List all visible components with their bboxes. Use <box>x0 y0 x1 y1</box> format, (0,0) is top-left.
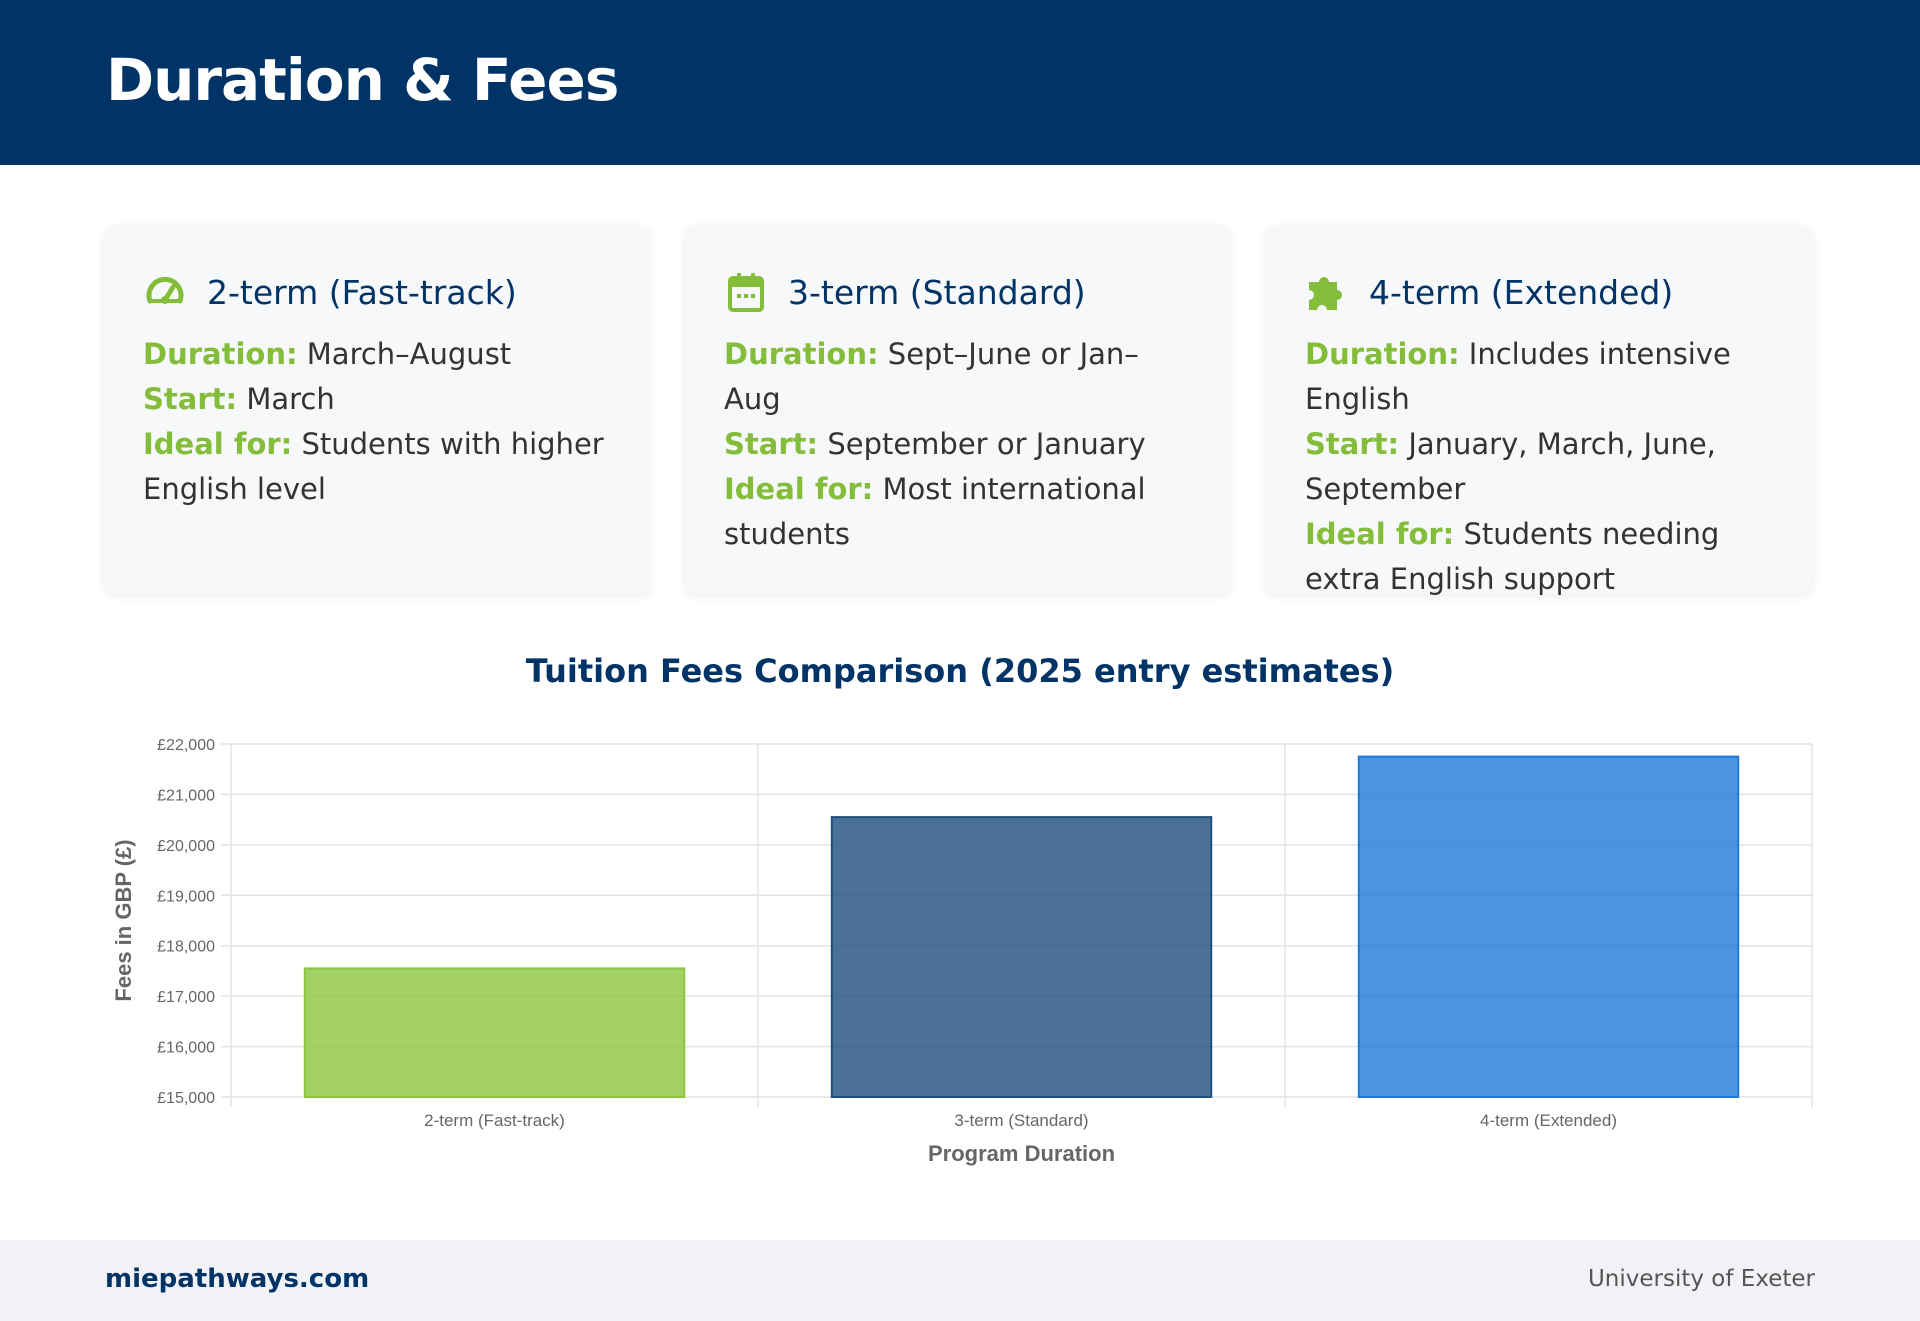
start-value: January, March, June, September <box>1305 427 1716 506</box>
card-info: Duration: March–August Start: March Idea… <box>143 332 614 512</box>
duration-value: Sept–June or Jan–Aug <box>724 337 1139 416</box>
start-line: Start: September or January <box>724 422 1195 467</box>
bar <box>1357 755 1740 1098</box>
footer-university: University of Exeter <box>1587 1266 1815 1292</box>
y-tick-label: £20,000 <box>157 838 215 855</box>
card-title: 4-term (Extended) <box>1369 272 1674 312</box>
speedometer-icon <box>143 270 187 314</box>
x-tick-label: 3-term (Standard) <box>954 1111 1088 1130</box>
duration-value: March–August <box>306 337 512 371</box>
start-label: Start: <box>1305 427 1400 461</box>
duration-label: Duration: <box>1305 337 1460 371</box>
start-line: Start: March <box>143 377 614 422</box>
card-2-term: 2-term (Fast-track) Duration: March–Augu… <box>104 226 650 594</box>
card-title-row: 2-term (Fast-track) <box>143 262 614 322</box>
header-banner: Duration & Fees <box>0 0 1920 165</box>
x-tick-label: 4-term (Extended) <box>1480 1111 1617 1130</box>
page-title: Duration & Fees <box>106 46 619 114</box>
ideal-label: Ideal for: <box>1305 517 1455 551</box>
start-line: Start: January, March, June, September <box>1305 422 1776 512</box>
card-title-row: 3-term (Standard) <box>724 262 1195 322</box>
duration-label: Duration: <box>143 337 298 371</box>
y-tick-label: £17,000 <box>157 989 215 1006</box>
card-3-term: 3-term (Standard) Duration: Sept–June or… <box>685 226 1231 594</box>
duration-line: Duration: March–August <box>143 332 614 377</box>
footer-site-link[interactable]: miepathways.com <box>105 1264 370 1294</box>
puzzle-piece-icon <box>1305 270 1349 314</box>
footer: miepathways.com University of Exeter <box>0 1240 1920 1321</box>
duration-label: Duration: <box>724 337 879 371</box>
fees-bar-chart: £15,000 £16,000 £17,000 £18,000 £19,000 £20,0… <box>111 737 1813 1166</box>
card-title: 3-term (Standard) <box>788 272 1086 312</box>
x-axis-title: Program Duration <box>928 1141 1115 1166</box>
card-title: 2-term (Fast-track) <box>207 272 517 312</box>
ideal-value: Students with higher English level <box>143 427 604 506</box>
ideal-line: Ideal for: Students needing extra Englis… <box>1305 512 1776 602</box>
y-axis-title: Fees in GBP (£) <box>111 839 136 1001</box>
ideal-line: Ideal for: Most international students <box>724 467 1195 557</box>
program-cards: 2-term (Fast-track) Duration: March–Augu… <box>104 226 1816 596</box>
y-tick-label: £22,000 <box>157 737 215 754</box>
card-4-term: 4-term (Extended) Duration: Includes int… <box>1266 226 1812 596</box>
card-title-row: 4-term (Extended) <box>1305 262 1776 322</box>
start-label: Start: <box>143 382 238 416</box>
start-value: March <box>246 382 335 416</box>
calendar-icon <box>724 270 768 314</box>
start-value: September or January <box>827 427 1146 461</box>
duration-value: Includes intensive English <box>1305 337 1731 416</box>
duration-line: Duration: Includes intensive English <box>1305 332 1776 422</box>
y-tick-label: £21,000 <box>157 787 215 804</box>
duration-line: Duration: Sept–June or Jan–Aug <box>724 332 1195 422</box>
chart-title: Tuition Fees Comparison (2025 entry esti… <box>525 652 1395 690</box>
ideal-value: Students needing extra English support <box>1305 517 1720 596</box>
ideal-value: Most international students <box>724 472 1146 551</box>
bar <box>830 816 1213 1098</box>
card-info: Duration: Sept–June or Jan–Aug Start: Se… <box>724 332 1195 557</box>
y-tick-label: £19,000 <box>157 888 215 905</box>
ideal-line: Ideal for: Students with higher English … <box>143 422 614 512</box>
x-tick-label: 2-term (Fast-track) <box>424 1111 565 1130</box>
card-info: Duration: Includes intensive English Sta… <box>1305 332 1776 602</box>
ideal-label: Ideal for: <box>724 472 874 506</box>
y-tick-label: £16,000 <box>157 1040 215 1057</box>
ideal-label: Ideal for: <box>143 427 293 461</box>
start-label: Start: <box>724 427 819 461</box>
y-tick-label: £15,000 <box>157 1090 215 1107</box>
bar <box>303 967 686 1098</box>
y-tick-label: £18,000 <box>157 939 215 956</box>
